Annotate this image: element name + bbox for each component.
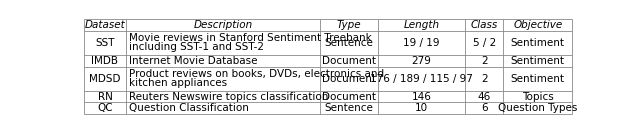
Text: 279: 279: [412, 56, 431, 66]
Text: Topics: Topics: [522, 91, 554, 102]
Text: Reuters Newswire topics classification: Reuters Newswire topics classification: [129, 91, 328, 102]
Text: 146: 146: [412, 91, 431, 102]
Text: IMDB: IMDB: [92, 56, 118, 66]
Text: 2: 2: [481, 74, 488, 84]
Text: Sentiment: Sentiment: [511, 56, 564, 66]
Text: Objective: Objective: [513, 20, 563, 30]
Text: Question Classification: Question Classification: [129, 103, 249, 114]
Text: Product reviews on books, DVDs, electronics and: Product reviews on books, DVDs, electron…: [129, 69, 384, 79]
Text: Document: Document: [322, 91, 376, 102]
Text: Description: Description: [193, 20, 253, 30]
Text: Type: Type: [337, 20, 362, 30]
Text: Sentence: Sentence: [324, 38, 373, 48]
Text: Sentence: Sentence: [324, 103, 373, 114]
Text: kitchen appliances: kitchen appliances: [129, 78, 227, 88]
Text: Movie reviews in Stanford Sentiment Treebank: Movie reviews in Stanford Sentiment Tree…: [129, 33, 372, 43]
Text: 5 / 2: 5 / 2: [473, 38, 496, 48]
Text: Internet Movie Database: Internet Movie Database: [129, 56, 257, 66]
Text: Length: Length: [403, 20, 440, 30]
Text: Dataset: Dataset: [84, 20, 125, 30]
Text: 2: 2: [481, 56, 488, 66]
Text: Class: Class: [470, 20, 498, 30]
Text: 19 / 19: 19 / 19: [403, 38, 440, 48]
Text: 46: 46: [477, 91, 491, 102]
Text: including SST-1 and SST-2: including SST-1 and SST-2: [129, 42, 264, 52]
Text: SST: SST: [95, 38, 115, 48]
Text: 6: 6: [481, 103, 488, 114]
Text: 10: 10: [415, 103, 428, 114]
Text: Sentiment: Sentiment: [511, 74, 564, 84]
Text: Sentiment: Sentiment: [511, 38, 564, 48]
Text: 176 / 189 / 115 / 97: 176 / 189 / 115 / 97: [370, 74, 473, 84]
Text: Document: Document: [322, 74, 376, 84]
Text: Question Types: Question Types: [498, 103, 577, 114]
Text: MDSD: MDSD: [89, 74, 121, 84]
Text: RN: RN: [97, 91, 113, 102]
Text: QC: QC: [97, 103, 113, 114]
Text: Document: Document: [322, 56, 376, 66]
